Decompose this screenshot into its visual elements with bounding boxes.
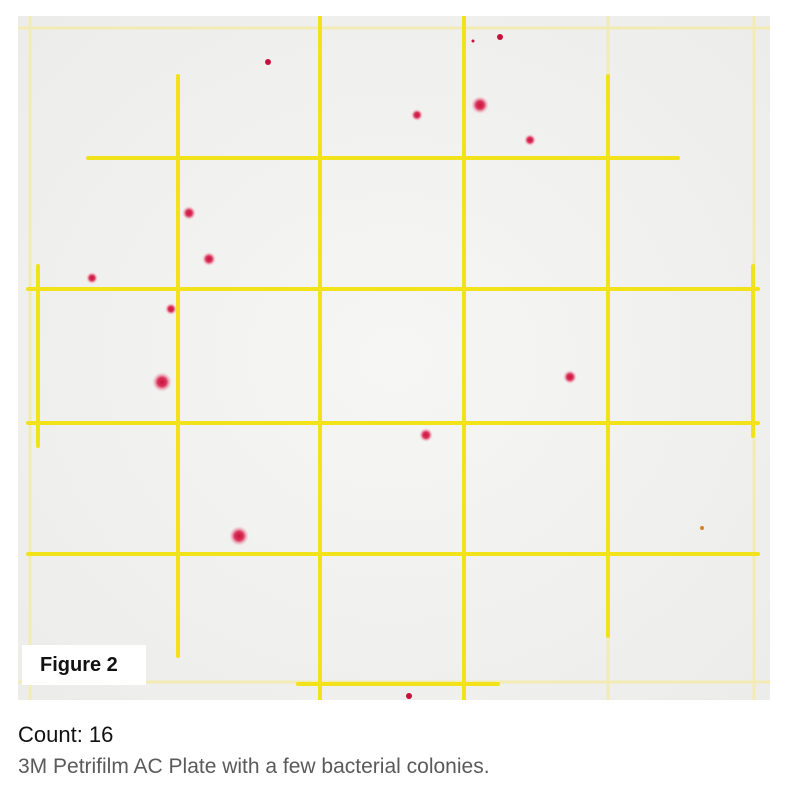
colony — [202, 252, 216, 266]
colony — [471, 39, 475, 43]
colony — [419, 428, 433, 442]
figure-label: Figure 2 — [22, 645, 146, 685]
colony — [700, 526, 704, 530]
colony — [165, 303, 177, 315]
colony — [411, 109, 423, 121]
yellow-grid-lines — [26, 16, 760, 700]
colony — [524, 134, 536, 146]
figure-description-caption: 3M Petrifilm AC Plate with a few bacteri… — [18, 755, 490, 778]
figure-label-text: Figure 2 — [40, 653, 118, 676]
bacterial-colonies — [86, 34, 704, 699]
colony — [471, 96, 489, 114]
colony — [406, 693, 412, 699]
colony — [229, 526, 249, 546]
colony — [182, 206, 196, 220]
plate-background — [18, 16, 770, 700]
colony — [497, 34, 503, 40]
colony — [563, 370, 577, 384]
colony-count-caption: Count: 16 — [18, 722, 114, 747]
colony — [86, 272, 98, 284]
colony — [265, 59, 271, 65]
petrifilm-plate-photo — [18, 16, 770, 700]
petrifilm-plate-image — [18, 16, 770, 700]
colony — [152, 372, 172, 392]
